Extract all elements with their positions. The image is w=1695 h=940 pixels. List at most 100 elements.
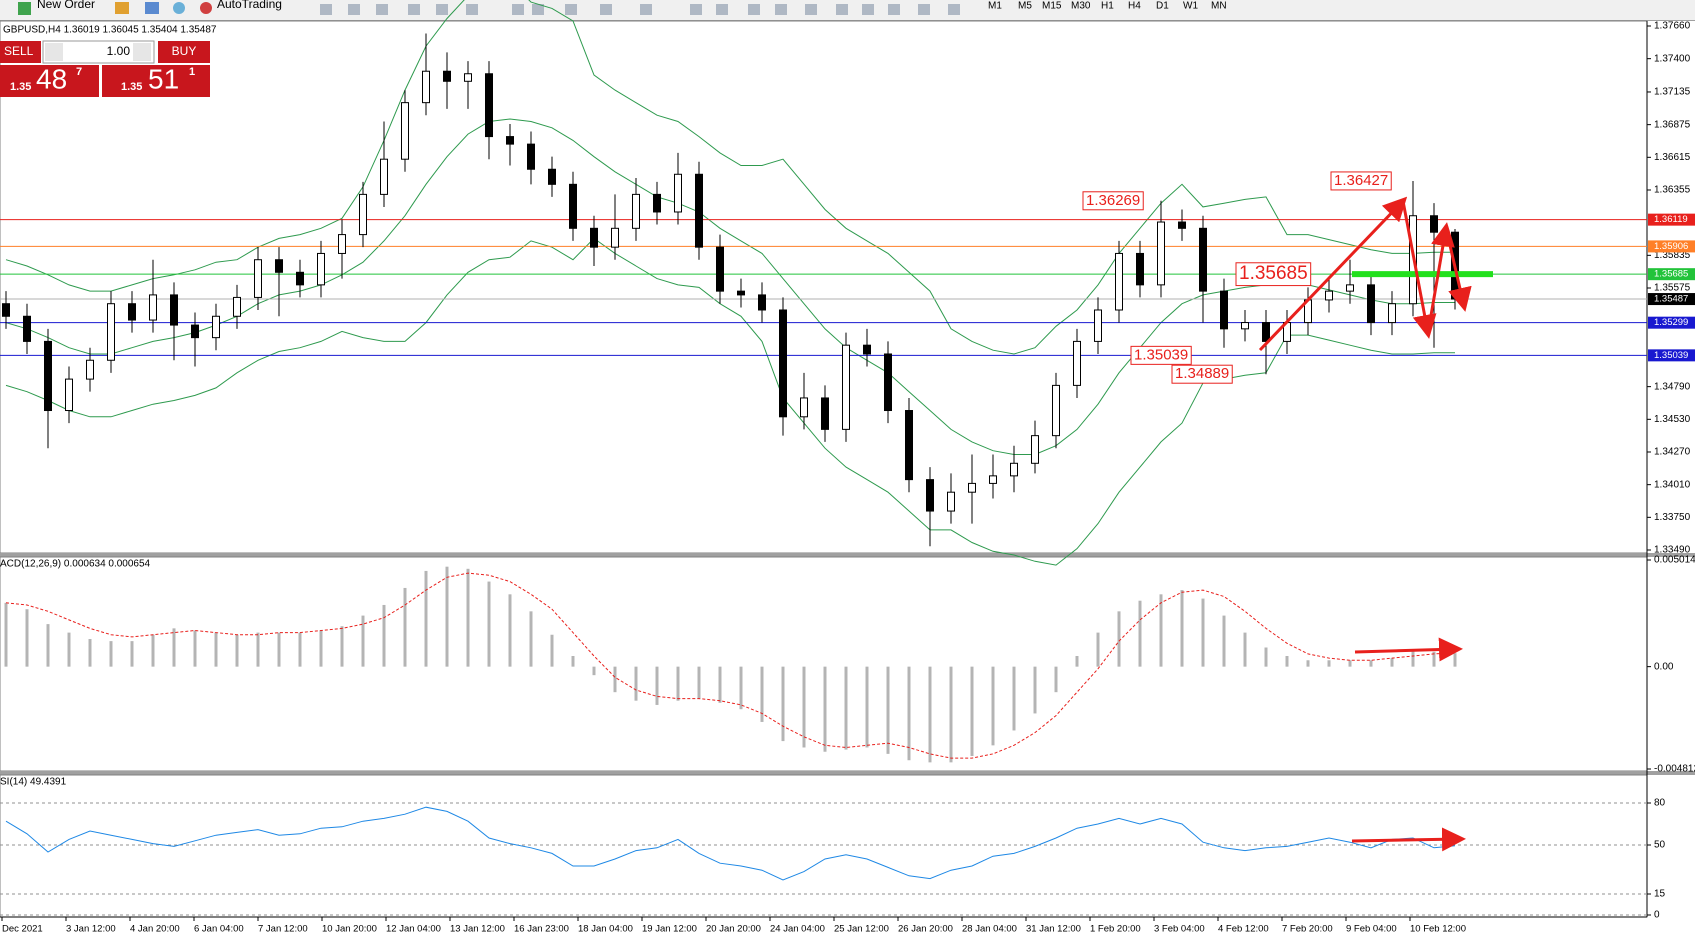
candle-body <box>464 73 472 82</box>
time-label: 16 Jan 23:00 <box>514 924 569 935</box>
candle-body <box>1178 221 1186 229</box>
macd-bar <box>949 666 953 763</box>
ask-box[interactable] <box>102 65 210 97</box>
y-tick-label: 1.33490 <box>1654 545 1691 556</box>
timeframe-button[interactable]: MN <box>1211 1 1227 12</box>
macd-bar <box>193 630 197 667</box>
macd-bar <box>256 632 260 667</box>
toolbar-icon[interactable] <box>948 4 960 15</box>
timeframe-button[interactable]: H4 <box>1128 1 1141 12</box>
toolbar-icons <box>320 4 960 15</box>
chart-title: GBPUSD,H4 1.36019 1.36045 1.35404 1.3548… <box>3 25 217 36</box>
toolbar-icon[interactable] <box>348 4 360 15</box>
toolbar-icon[interactable] <box>775 4 787 15</box>
macd-bar <box>46 624 50 667</box>
toolbar-icon[interactable] <box>748 4 760 15</box>
price-level-tag <box>1648 316 1695 329</box>
toolbar-icon[interactable] <box>145 2 159 14</box>
autotrading-button[interactable]: AutoTrading <box>200 0 282 14</box>
one-click-trading: SELL 1.00 BUY 1.35 48 7 1.35 51 1 <box>0 40 210 97</box>
timeframe-button[interactable]: M5 <box>1018 1 1032 12</box>
toolbar-icon[interactable] <box>408 4 420 15</box>
macd-bar <box>1075 656 1079 667</box>
buy-button[interactable] <box>158 41 210 63</box>
toolbar-icon[interactable] <box>862 4 874 15</box>
candle-body <box>842 344 850 430</box>
candle-body <box>1094 309 1102 342</box>
lot-down[interactable] <box>45 43 63 61</box>
macd-bar <box>886 666 890 754</box>
lot-input[interactable] <box>42 40 155 64</box>
price-annotation-box <box>1330 171 1392 191</box>
macd-bar <box>1390 658 1394 667</box>
candle-body <box>1073 340 1081 386</box>
price-level-tag <box>1648 293 1695 306</box>
candle-body <box>968 482 976 493</box>
bid-box[interactable] <box>0 65 99 97</box>
timeframe-button[interactable]: H1 <box>1101 1 1114 12</box>
macd-bar <box>550 634 554 667</box>
candle-body <box>485 73 493 138</box>
candle-body <box>1031 435 1039 464</box>
candle-body <box>317 252 325 286</box>
macd-bar <box>1327 660 1331 667</box>
toolbar-icon[interactable] <box>716 4 728 15</box>
toolbar-icon[interactable] <box>173 2 185 14</box>
autotrading-label: AutoTrading <box>217 0 282 11</box>
timeframe-button[interactable]: M30 <box>1071 1 1091 12</box>
timeframe-button[interactable]: W1 <box>1183 1 1198 12</box>
time-label: 10 Jan 20:00 <box>322 924 377 935</box>
candle-body <box>1388 303 1396 324</box>
price-level-tag <box>1648 213 1695 226</box>
bid-pips: 48 <box>36 63 67 94</box>
price-annotation-box <box>1130 345 1192 365</box>
toolbar-icon[interactable] <box>436 4 448 15</box>
main-chart-panel <box>0 20 1648 554</box>
macd-bar <box>781 666 785 742</box>
toolbar-icon[interactable] <box>888 4 900 15</box>
macd-bar <box>361 615 365 667</box>
candle-body <box>1052 384 1060 437</box>
timeframe-button[interactable]: M15 <box>1042 1 1062 12</box>
candle-body <box>884 353 892 412</box>
candle-body <box>947 491 955 512</box>
toolbar-icon[interactable] <box>466 4 478 15</box>
macd-bar <box>1201 598 1205 667</box>
macd-bar <box>109 641 113 667</box>
macd-bar <box>697 666 701 699</box>
toolbar-icon[interactable] <box>640 4 652 15</box>
toolbar-icon[interactable] <box>918 4 930 15</box>
candle-body <box>926 479 934 512</box>
time-label: 7 Jan 12:00 <box>258 924 308 935</box>
timeframe-button[interactable]: M1 <box>988 1 1002 12</box>
toolbar-icon[interactable] <box>512 4 524 15</box>
y-tick-label: 1.34530 <box>1654 414 1691 425</box>
time-label: 3 Jan 12:00 <box>66 924 116 935</box>
candle-body <box>65 378 73 412</box>
y-tick-label: 1.35835 <box>1654 250 1691 261</box>
toolbar-icon[interactable] <box>690 4 702 15</box>
bollinger-middle <box>5 118 1455 455</box>
toolbar-icon[interactable] <box>376 4 388 15</box>
sell-button[interactable] <box>0 41 41 63</box>
toolbar-icon[interactable] <box>532 4 544 15</box>
timeframe-button[interactable]: D1 <box>1156 1 1169 12</box>
price-level-label: 1.35039 <box>1654 350 1688 361</box>
toolbar-icon[interactable] <box>805 4 817 15</box>
lot-up[interactable] <box>133 43 151 61</box>
toolbar-icon[interactable] <box>565 4 577 15</box>
price-annotation-box <box>1082 191 1144 211</box>
toolbar-icon[interactable] <box>836 4 848 15</box>
toolbar-icon[interactable] <box>600 4 612 15</box>
candle-body <box>212 315 220 339</box>
macd-bar <box>424 570 428 667</box>
time-label: 26 Jan 20:00 <box>898 924 953 935</box>
toolbar-icon[interactable] <box>320 4 332 15</box>
y-tick-label: 1.34010 <box>1654 479 1691 490</box>
candle-body <box>107 303 115 361</box>
new-order-button[interactable]: New Order <box>18 0 95 15</box>
time-label: 6 Jan 04:00 <box>194 924 244 935</box>
toolbar-icon[interactable] <box>115 2 129 14</box>
